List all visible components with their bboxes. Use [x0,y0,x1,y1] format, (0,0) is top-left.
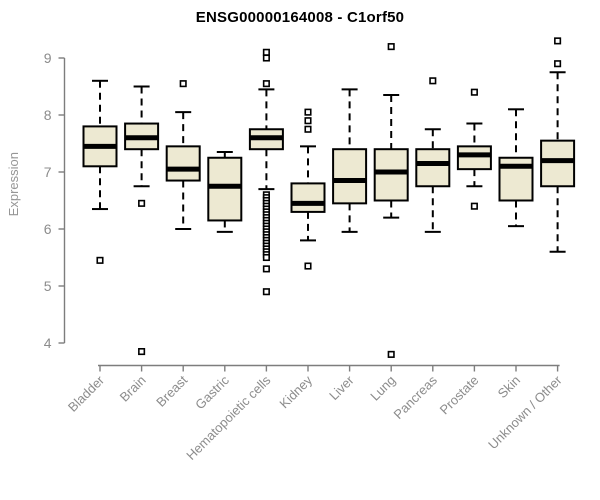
boxplot-prostate [456,88,492,210]
box-iqr [540,139,576,188]
x-axis-category-label: Brain [117,373,149,405]
box-iqr [332,148,368,205]
x-axis-category-label: Skin [495,373,523,401]
box-iqr [373,148,409,202]
x-axis-category-label: Breast [153,372,190,409]
boxplot-gastric [207,151,243,233]
y-axis-tick-label: 8 [44,107,52,123]
x-axis-category-label: Pancreas [390,372,440,422]
boxplot-bladder [82,79,118,264]
x-axis-category-label: Bladder [65,372,108,415]
outlier-point [262,54,270,62]
box-iqr [207,156,243,222]
boxplot-brain [124,85,160,356]
box-iqr [415,148,451,188]
box-iqr [165,145,201,182]
outlier-point [554,37,562,45]
y-axis-tick-label: 4 [44,335,52,351]
boxplot-breast [165,80,201,230]
box-iqr [456,145,492,171]
outlier-point [262,80,270,88]
outlier-point [387,350,395,358]
boxplot-skin [498,108,534,228]
outlier-point [429,77,437,85]
outlier-point [387,43,395,51]
x-axis-category-label: Prostate [437,373,482,418]
x-axis-category-label: Gastric [192,372,232,412]
outlier-point [262,48,270,56]
x-axis-category-label: Lung [367,373,398,404]
outlier-point [470,88,478,96]
y-axis-tick-label: 9 [44,50,52,66]
outlier-point [304,125,312,133]
outlier-point [179,80,187,88]
chart-title: ENSG00000164008 - C1orf50 [195,9,405,26]
outlier-point [304,108,312,116]
outlier-point [304,262,312,270]
outlier-point [262,288,270,296]
boxplot-kidney [290,108,326,270]
boxplot-liver [332,88,368,233]
y-axis-tick-label: 5 [44,278,52,294]
x-axis-category-label: Kidney [276,372,315,411]
outlier-point [554,60,562,68]
outlier-point [96,256,104,264]
y-axis-tick-label: 6 [44,221,52,237]
boxplot-pancreas [415,77,451,233]
box-iqr [290,182,326,213]
x-axis-category-label: Unknown / Other [485,372,565,452]
outlier-point [138,347,146,356]
outlier-point [262,253,270,262]
outlier-point [470,202,478,210]
outlier-point [138,199,146,207]
outlier-point [262,265,270,273]
outlier-point [304,117,312,125]
boxplot-lung [373,43,409,358]
boxplot-hematopoietic-cells [248,48,284,296]
boxplot-unknown-other [540,37,576,253]
y-axis-tick-label: 7 [44,164,52,180]
x-axis-category-label: Liver [326,372,357,403]
